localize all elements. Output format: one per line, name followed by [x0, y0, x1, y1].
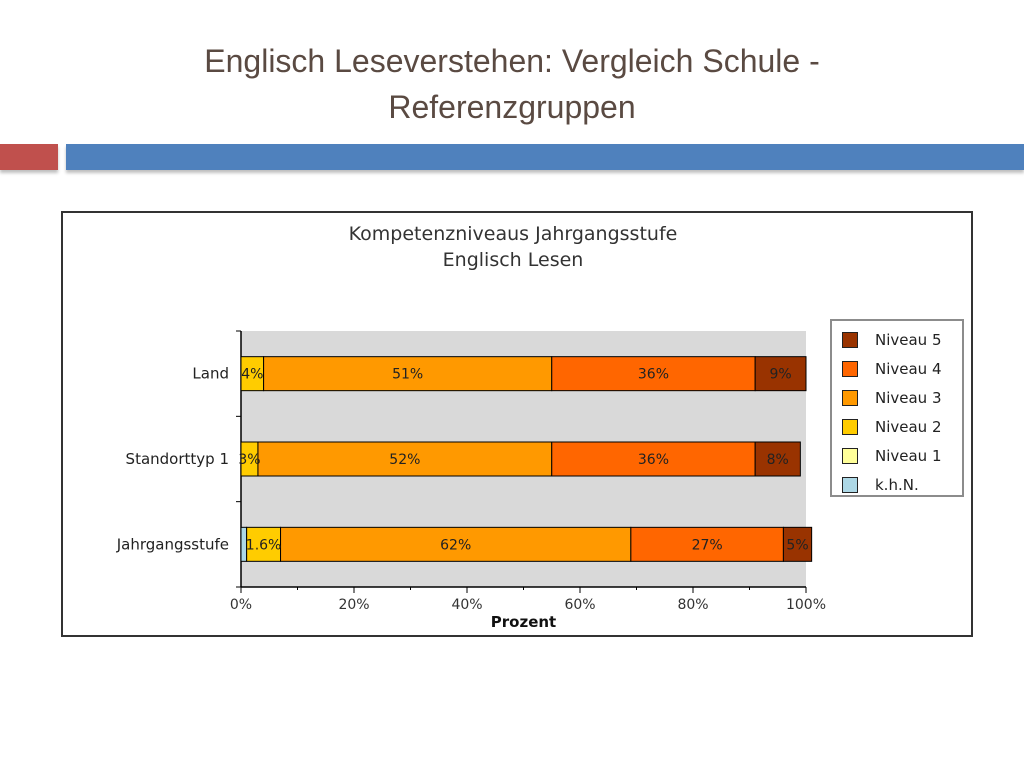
- decorative-red-bar: [0, 144, 58, 170]
- legend-item: k.h.N.: [842, 474, 960, 496]
- data-label: 5%: [786, 537, 808, 553]
- data-label: 1.6%: [246, 537, 282, 553]
- legend-swatch: [842, 448, 858, 464]
- data-label: 4%: [241, 367, 263, 383]
- slide-title-line1: Englisch Leseverstehen: Vergleich Schule…: [204, 43, 820, 79]
- legend-label: Niveau 1: [875, 447, 942, 465]
- x-axis-title: Prozent: [491, 613, 556, 631]
- bar-segment: [754, 356, 807, 392]
- bar-segment: [782, 526, 813, 562]
- x-tick-label: 0%: [230, 597, 252, 613]
- legend-swatch: [842, 361, 858, 377]
- data-label: 51%: [392, 367, 423, 383]
- legend-swatch: [842, 477, 858, 493]
- decorative-blue-bar: [66, 144, 1024, 170]
- chart-frame: Kompetenzniveaus Jahrgangsstufe Englisch…: [61, 211, 973, 637]
- legend-label: Niveau 5: [875, 331, 942, 349]
- category-label: Jahrgangsstufe: [116, 535, 229, 553]
- data-label: 62%: [440, 537, 471, 553]
- legend-item: Niveau 5: [842, 329, 960, 351]
- x-tick-label: 40%: [451, 597, 482, 613]
- data-label: 52%: [389, 452, 420, 468]
- legend-label: Niveau 3: [875, 389, 942, 407]
- data-label: 36%: [638, 452, 669, 468]
- legend-label: k.h.N.: [875, 476, 919, 494]
- bar-segment: [754, 441, 801, 477]
- data-label: 27%: [692, 537, 723, 553]
- category-label: Land: [192, 365, 229, 383]
- legend-label: Niveau 4: [875, 360, 942, 378]
- legend-item: Niveau 4: [842, 358, 960, 380]
- x-tick-label: 20%: [338, 597, 369, 613]
- legend-item: Niveau 3: [842, 387, 960, 409]
- legend-item: Niveau 1: [842, 445, 960, 467]
- stacked-bar-chart: 0% 20% 40% 60% 80% 100% Prozent Land 4% 51% 36% 9% S…: [116, 330, 826, 631]
- category-label: Standorttyp 1: [126, 450, 229, 468]
- legend-swatch: [842, 332, 858, 348]
- legend-swatch: [842, 419, 858, 435]
- chart-title-line1: Kompetenzniveaus Jahrgangsstufe: [348, 223, 678, 245]
- slide-title-line2: Referenzgruppen: [388, 89, 636, 125]
- legend-swatch: [842, 390, 858, 406]
- bar-segment: [263, 356, 553, 392]
- legend-item: Niveau 2: [842, 416, 960, 438]
- chart-legend: Niveau 5 Niveau 4 Niveau 3 Niveau 2 Niveau 1…: [830, 319, 964, 497]
- bar-segment: [630, 526, 784, 562]
- legend-label: Niveau 2: [875, 418, 942, 436]
- data-label: 3%: [238, 452, 260, 468]
- data-label: 36%: [638, 367, 669, 383]
- slide-title: Englisch Leseverstehen: Vergleich Schule…: [80, 38, 944, 130]
- x-tick-label: 60%: [564, 597, 595, 613]
- x-tick-label: 100%: [786, 597, 826, 613]
- bar-segment: [257, 441, 553, 477]
- chart-title-line2: Englisch Lesen: [442, 249, 584, 271]
- data-label: 8%: [767, 452, 789, 468]
- x-tick-label: 80%: [677, 597, 708, 613]
- data-label: 9%: [769, 367, 791, 383]
- bar-segment: [551, 441, 756, 477]
- chart-title: Kompetenzniveaus Jahrgangsstufe Englisch…: [283, 221, 743, 273]
